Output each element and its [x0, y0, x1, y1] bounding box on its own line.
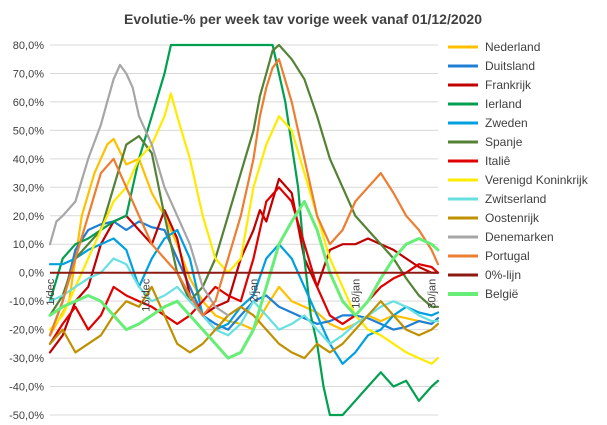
- legend-entry: Italiê: [485, 154, 511, 168]
- y-tick-label: 30,0%: [13, 182, 44, 194]
- legend-entry: Verenigd Koninkrijk: [485, 173, 589, 187]
- legend-entry: Portugal: [485, 249, 530, 263]
- series-line-7: [48, 92, 440, 365]
- y-tick-label: -30,0%: [9, 353, 44, 365]
- series-line-0: [48, 137, 440, 337]
- y-tick-label: 80,0%: [13, 40, 44, 52]
- x-tick-label: 1/dec: [45, 278, 57, 305]
- legend-entry: België: [485, 287, 519, 301]
- series-line-9: [48, 285, 440, 360]
- x-tick-label: 30/jan: [427, 279, 439, 309]
- y-axis: -50,0% -40,0% -30,0% -20,0% -10,0% 0,0% 10,0% 2…: [9, 40, 44, 422]
- x-tick-label: 2/jan: [249, 279, 261, 303]
- chart-title: Evolutie-% per week tav vorige week vana…: [124, 11, 482, 27]
- legend-entry: Zweden: [485, 116, 528, 130]
- legend-entry: Duitsland: [485, 59, 535, 73]
- x-axis: 1/dec 16/dec 2/jan 18/jan 30/jan: [45, 278, 439, 312]
- y-tick-label: -20,0%: [9, 325, 44, 337]
- legend-entry: Ierland: [485, 97, 522, 111]
- series-line-8: [48, 257, 440, 345]
- series-line-11: [48, 58, 440, 337]
- y-tick-label: 10,0%: [13, 239, 44, 251]
- series-line-5: [48, 43, 440, 317]
- legend: Nederland Duitsland Frankrijk Ierland Zweden…: [448, 40, 589, 301]
- legend-entry: Oostenrijk: [485, 211, 540, 225]
- legend-entry: Zwitserland: [485, 192, 546, 206]
- series-line-1: [48, 220, 440, 337]
- series-line-10: [48, 63, 230, 317]
- series-line-3: [48, 43, 440, 417]
- series-line-6: [48, 186, 440, 345]
- series-lines: [48, 43, 440, 417]
- y-tick-label: 40,0%: [13, 154, 44, 166]
- legend-entry: Frankrijk: [485, 78, 532, 92]
- legend-entry: 0%-lijn: [485, 268, 521, 282]
- y-tick-label: 0,0%: [19, 268, 44, 280]
- y-tick-label: -10,0%: [9, 296, 44, 308]
- legend-entry: Spanje: [485, 135, 523, 149]
- series-line-13: [48, 200, 440, 360]
- y-tick-label: 20,0%: [13, 211, 44, 223]
- y-tick-label: -40,0%: [9, 382, 44, 394]
- y-tick-label: 50,0%: [13, 125, 44, 137]
- x-tick-label: 16/dec: [140, 278, 152, 312]
- y-tick-label: 70,0%: [13, 68, 44, 80]
- y-tick-label: 60,0%: [13, 97, 44, 109]
- x-tick-label: 18/jan: [350, 279, 362, 309]
- legend-entry: Nederland: [485, 40, 540, 54]
- legend-entry: Denemarken: [485, 230, 554, 244]
- y-tick-label: -50,0%: [9, 410, 44, 422]
- series-line-4: [48, 228, 440, 365]
